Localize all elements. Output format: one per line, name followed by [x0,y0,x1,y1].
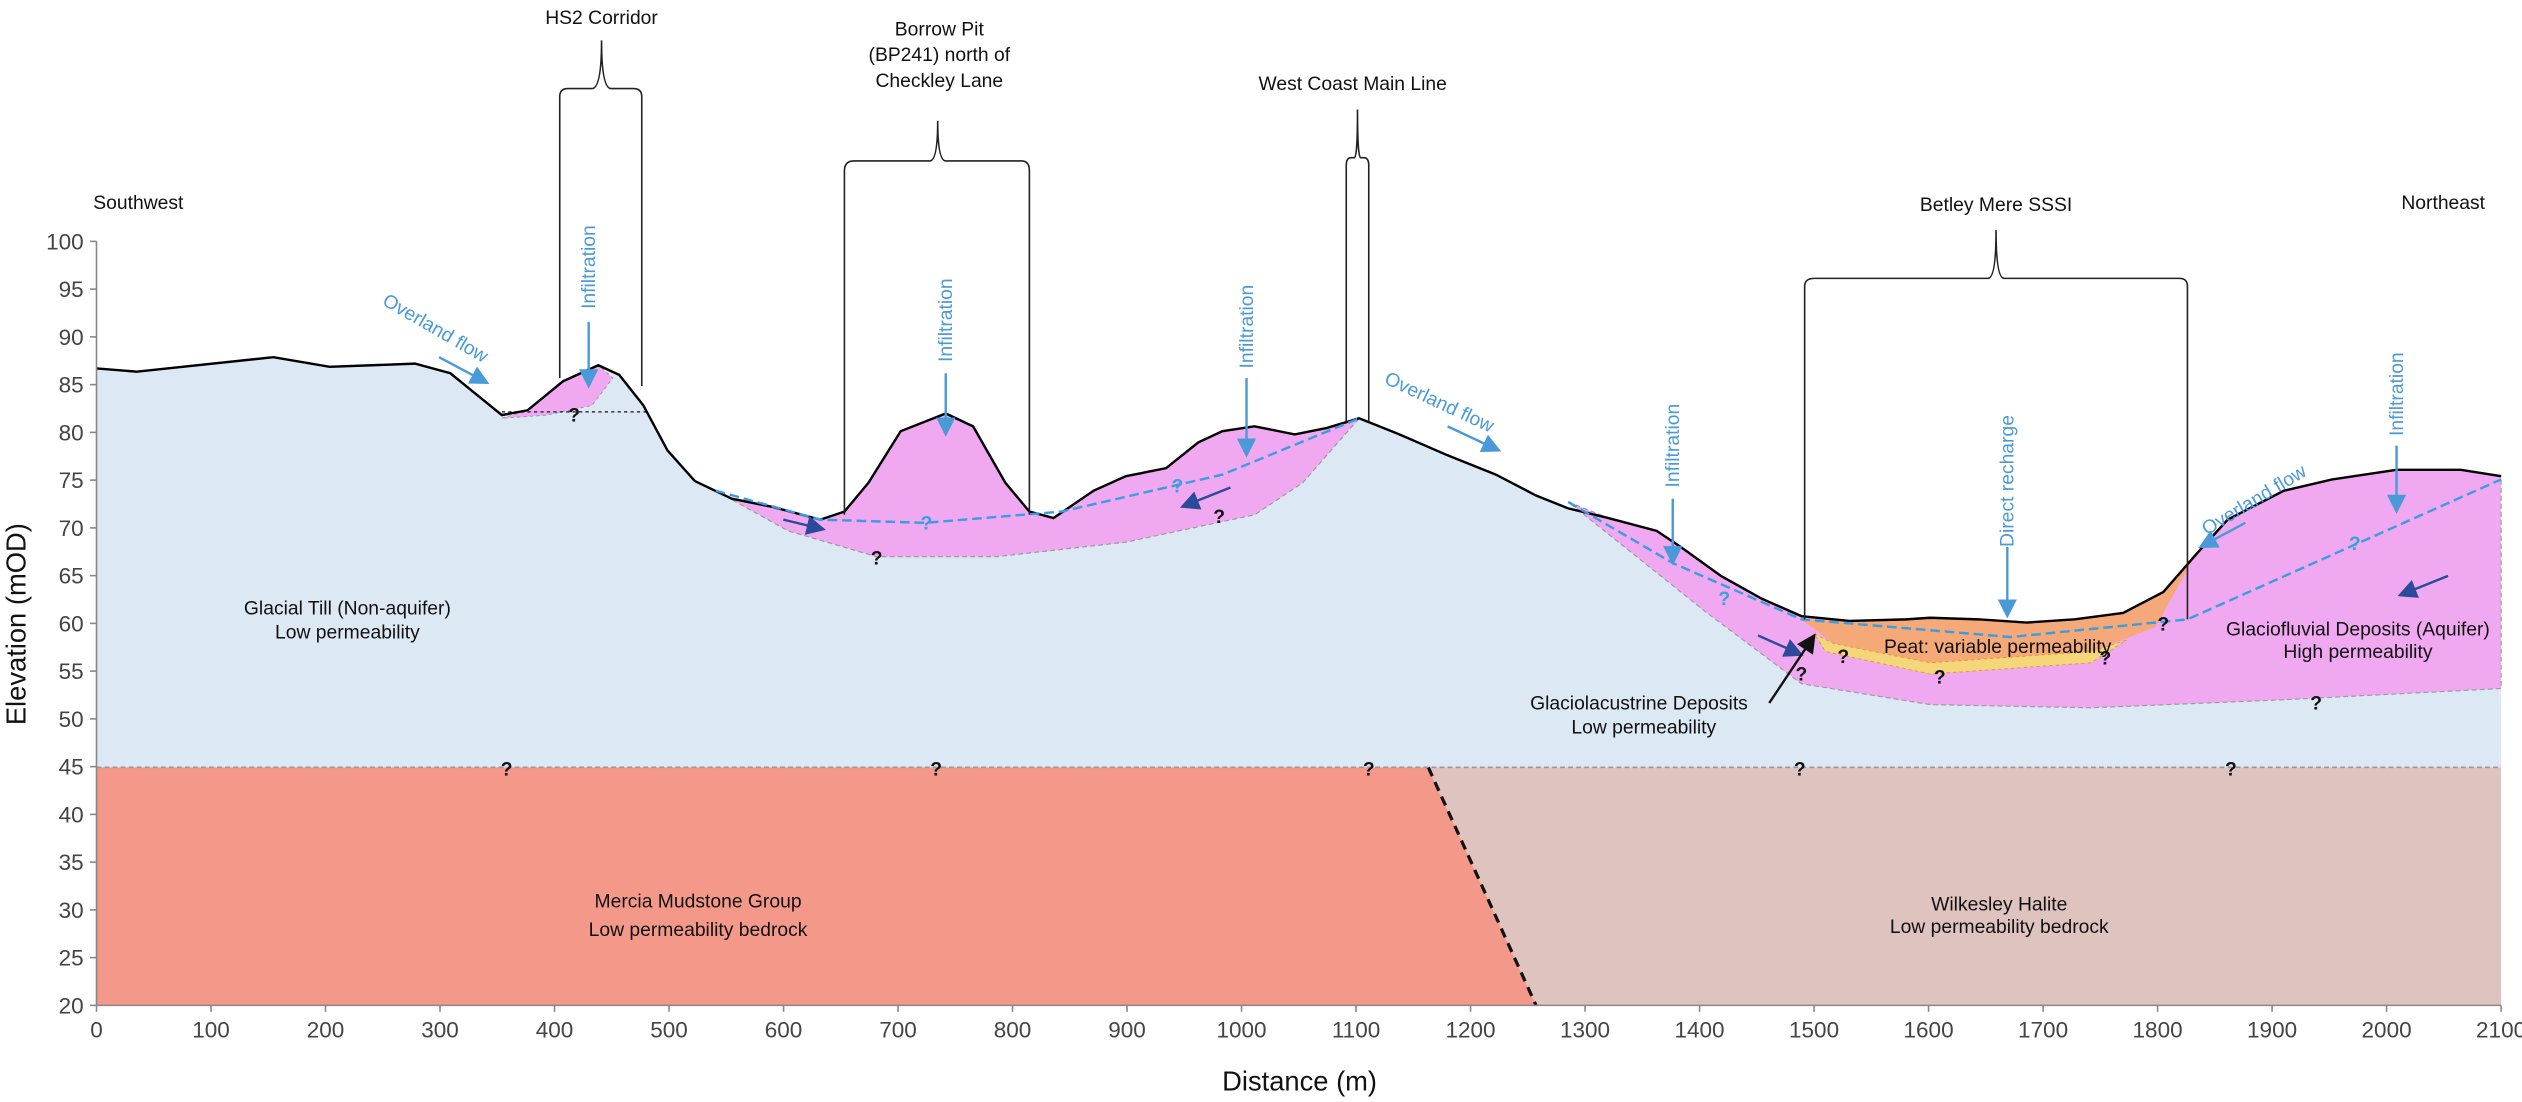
y-tick-label: 95 [59,277,84,302]
direction: Northeast [2401,193,2485,214]
y-tick-label: 35 [59,850,84,875]
x-tick-label: 1200 [1446,1018,1496,1043]
unit-label: Peat: variable permeability [1884,637,2112,658]
question-mark: ? [871,549,883,570]
feature-label: (BP241) north of [869,45,1011,66]
y-tick-label: 100 [46,229,84,254]
unit-label: Mercia Mudstone Group [595,891,802,912]
unit-label: Low permeability [275,623,420,644]
y-tick-label: 20 [59,993,84,1018]
bracket [1805,230,2188,619]
flow-label: Infiltration [936,278,957,362]
question-mark: ? [1794,759,1806,780]
bracket [1346,109,1369,421]
y-tick-label: 65 [59,564,84,589]
page: {"axes": {"y_title": "Elevation (mOD)", … [0,0,2522,1102]
flow-label: Direct recharge [1998,415,2019,547]
question-mark: ? [1363,759,1375,780]
y-tick-label: 25 [59,946,84,971]
question-mark: ? [1796,664,1808,685]
x-tick-label: 200 [307,1018,345,1043]
x-tick-label: 300 [421,1018,459,1043]
y-tick-label: 60 [59,611,84,636]
glacial-till [97,357,2502,767]
y-tick-label: 85 [59,373,84,398]
question-mark: ? [921,513,933,534]
x-tick-label: 700 [879,1018,917,1043]
question-mark: ? [2310,693,2322,714]
x-tick-label: 800 [994,1018,1032,1043]
unit-label: Low permeability bedrock [1890,917,2109,938]
flow-label: Infiltration [1663,404,1684,488]
cross-section: Southwest Northeast HS2 Corridor Borrow … [0,0,2522,1102]
y-tick-label: 30 [59,898,84,923]
y-tick-label: 40 [59,802,84,827]
x-tick-label: 900 [1108,1018,1146,1043]
y-tick-label: 70 [59,516,84,541]
question-mark: ? [501,759,513,780]
question-mark: ? [2225,759,2237,780]
question-mark: ? [930,759,942,780]
feature-label: Checkley Lane [875,71,1003,92]
y-tick-label: 75 [59,468,84,493]
flow-label: Infiltration [1237,285,1258,369]
question-mark: ? [1837,647,1849,668]
y-axis-title: Elevation (mOD) [1,523,32,725]
flow-label: Infiltration [2387,352,2408,436]
unit-label: Glaciofluvial Deposits (Aquifer) [2226,619,2490,640]
x-tick-label: 1700 [2018,1018,2068,1043]
x-tick-label: 1800 [2133,1018,2183,1043]
x-tick-label: 1500 [1789,1018,1839,1043]
y-tick-label: 90 [59,325,84,350]
unit-label: Glaciolacustrine Deposits [1530,693,1748,714]
x-tick-label: 1600 [1904,1018,1954,1043]
question-mark: ? [2100,648,2112,669]
y-tick-label: 80 [59,420,84,445]
body: Southwest Northeast HS2 Corridor Borrow … [0,0,2522,1102]
x-tick-label: 1900 [2247,1018,2297,1043]
direction: Southwest [93,193,184,214]
flow-label: Infiltration [579,225,600,309]
x-tick-label: 1300 [1560,1018,1610,1043]
layers [97,357,2502,1005]
wilkesley-halite [1428,767,2501,1005]
question-mark: ? [1934,668,1946,689]
y-tick-label: 50 [59,707,84,732]
feature-label: West Coast Main Line [1258,74,1446,95]
feature-label: Borrow Pit [895,20,985,41]
mercia-mudstone [97,767,1537,1005]
x-axis-title: Distance (m) [1222,1066,1377,1097]
bracket [560,40,642,386]
question-mark: ? [1213,507,1225,528]
feature-label: HS2 Corridor [545,8,658,29]
x-tick-label: 0 [90,1018,103,1043]
x-tick-label: 1100 [1332,1018,1380,1043]
unit-label: Wilkesley Halite [1931,894,2067,915]
question-mark: ? [1171,476,1183,497]
question-mark: ? [2157,615,2169,636]
x-tick-label: 100 [192,1018,230,1043]
x-tick-label: 2100 [2476,1018,2522,1043]
unit-label: Glacial Till (Non-aquifer) [244,599,451,620]
flow-label: Overland flow [1381,368,1497,437]
question-mark: ? [568,406,580,427]
x-tick-label: 2000 [2362,1018,2412,1043]
x-tick-label: 600 [765,1018,803,1043]
unit-label: High permeability [2283,642,2432,663]
x-tick-label: 400 [536,1018,574,1043]
unit-label: Low permeability bedrock [589,920,808,941]
feature-label: Betley Mere SSSI [1920,195,2072,216]
flow-label: Overland flow [379,290,492,367]
unit-label: Low permeability [1571,718,1716,739]
y-tick-label: 45 [59,755,84,780]
question-mark: ? [2349,534,2361,555]
question-mark: ? [1718,589,1730,610]
x-tick-label: 1400 [1675,1018,1725,1043]
x-tick-label: 500 [650,1018,688,1043]
y-tick-label: 55 [59,659,84,684]
x-tick-label: 1000 [1217,1018,1267,1043]
